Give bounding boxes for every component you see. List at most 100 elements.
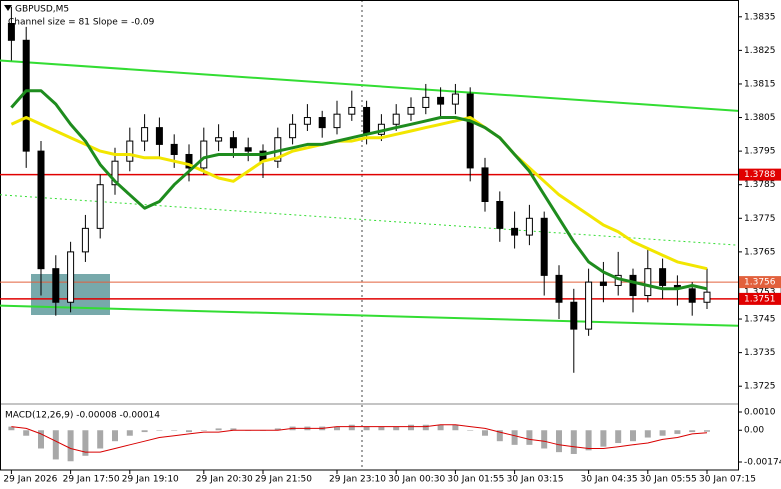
- candle-body: [170, 143, 178, 155]
- y-tick-label: 0.00: [744, 426, 764, 436]
- macd-bar: [674, 430, 681, 434]
- y-tick-label: 0.0010: [744, 408, 776, 418]
- macd-bar: [467, 430, 474, 431]
- candle-body: [599, 281, 607, 286]
- macd-bar: [200, 430, 207, 431]
- chart-title: GBPUSD,M5: [15, 5, 69, 15]
- candle-body: [200, 140, 208, 169]
- y-tick-label: -0.00174: [744, 458, 781, 468]
- candle-body: [363, 106, 371, 135]
- y-tick-label: 1.3765: [744, 247, 776, 257]
- level-label: 1.3751: [744, 294, 776, 304]
- level-label: 1.3756: [744, 278, 776, 288]
- candle-body: [407, 106, 415, 115]
- macd-bar: [186, 430, 192, 433]
- y-tick-label: 1.3825: [744, 46, 776, 56]
- candle-body: [215, 137, 223, 142]
- chart-subtitle: Channel size = 81 Slope = -0.09: [8, 18, 155, 28]
- current-price-label: 1.3753: [744, 288, 776, 298]
- channel-line: [0, 304, 739, 327]
- macd-bar: [363, 426, 370, 431]
- candle-body: [525, 217, 533, 236]
- macd-bar: [570, 430, 577, 454]
- x-tick-label: 30 Jan 07:15: [699, 475, 756, 485]
- macd-bar: [393, 426, 400, 431]
- candle-body: [52, 268, 60, 303]
- macd-bar: [378, 426, 385, 431]
- x-tick-label: 29 Jan 20:30: [196, 475, 253, 485]
- y-tick-label: 1.3785: [744, 180, 776, 190]
- macd-bar: [230, 428, 237, 431]
- level-label: 1.3788: [744, 170, 776, 180]
- macd-bar: [52, 430, 59, 460]
- candle-body: [392, 113, 400, 125]
- candle-body: [437, 96, 445, 105]
- x-tick-label: 30 Jan 03:15: [507, 475, 564, 485]
- macd-bar: [274, 428, 281, 431]
- y-tick-label: 1.3815: [744, 79, 776, 89]
- candle-body: [185, 153, 193, 169]
- macd-bar: [38, 430, 44, 449]
- candle-body: [111, 160, 119, 186]
- candle-body: [7, 23, 15, 41]
- candle-body: [333, 113, 341, 129]
- candle-body: [511, 227, 519, 236]
- y-tick-label: 1.3805: [744, 113, 776, 123]
- signal-line: [11, 424, 708, 453]
- candle-body: [659, 268, 667, 286]
- candle-body: [644, 268, 652, 297]
- candle-body: [155, 127, 163, 145]
- macd-bar: [23, 430, 30, 436]
- macd-bar: [452, 424, 459, 431]
- candle-body: [466, 93, 474, 169]
- y-tick-label: 1.3725: [744, 382, 776, 392]
- moving-average: [10, 89, 708, 291]
- macd-bar: [156, 430, 163, 431]
- menu-icon: [4, 5, 12, 11]
- macd-bar: [437, 424, 444, 431]
- candle-body: [688, 288, 696, 303]
- macd-bar: [215, 428, 222, 431]
- candle-body: [481, 167, 489, 203]
- candle-body: [496, 201, 504, 229]
- candle-body: [229, 137, 237, 149]
- channel-line: [0, 194, 739, 246]
- candle-body: [585, 281, 593, 330]
- macd-bar: [334, 426, 340, 431]
- macd-bar: [704, 430, 710, 432]
- macd-bar: [644, 430, 651, 438]
- y-tick-label: 1.3745: [744, 315, 776, 325]
- x-tick-label: 29 Jan 23:10: [329, 475, 386, 485]
- candle-body: [96, 184, 104, 229]
- macd-bar: [8, 426, 15, 431]
- x-tick-label: 29 Jan 17:50: [63, 475, 120, 485]
- candle-body: [244, 147, 252, 152]
- macd-bar: [126, 430, 133, 436]
- x-tick-label: 30 Jan 01:55: [447, 475, 504, 485]
- y-tick-label: 1.3795: [744, 147, 776, 157]
- macd-bar: [630, 430, 636, 442]
- macd-bar: [171, 430, 178, 431]
- macd-bar: [526, 430, 533, 445]
- x-tick-label: 30 Jan 05:55: [640, 475, 697, 485]
- candle-body: [422, 96, 430, 108]
- candle-body: [67, 251, 75, 303]
- level-box: [739, 168, 781, 181]
- candle-body: [22, 39, 30, 152]
- macd-bar: [689, 430, 696, 433]
- candle-body: [570, 301, 578, 330]
- macd-title: MACD(12,26,9) -0.00008 -0.00014: [5, 411, 160, 421]
- macd-bar: [615, 430, 622, 444]
- candle-body: [555, 274, 563, 303]
- candle-body: [451, 93, 459, 105]
- x-tick-label: 30 Jan 04:35: [581, 475, 638, 485]
- macd-bar: [482, 430, 488, 436]
- macd-bar: [511, 430, 518, 445]
- macd-bar: [600, 430, 607, 447]
- level-box: [739, 292, 781, 305]
- candle-body: [703, 291, 711, 303]
- macd-bar: [541, 430, 548, 449]
